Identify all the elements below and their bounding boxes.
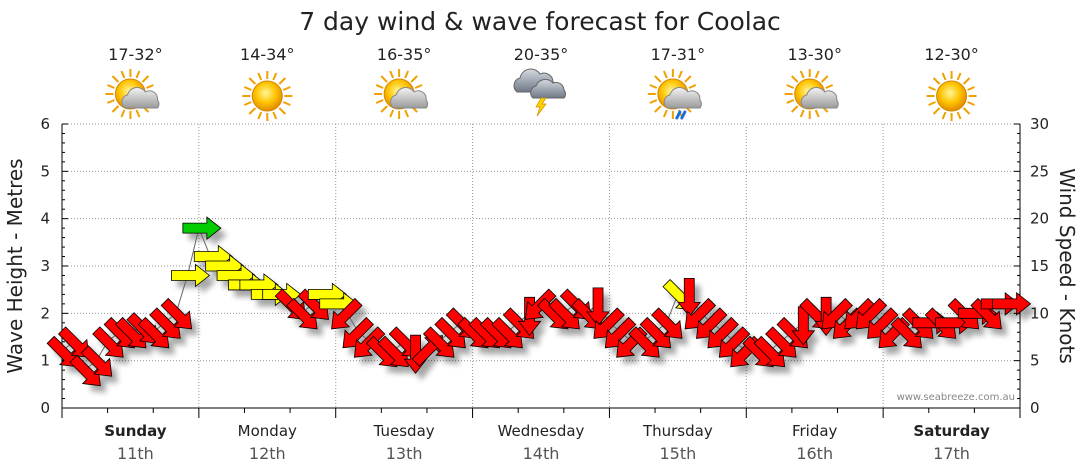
sun-cloud-icon: [104, 68, 160, 120]
sun-cloud-icon: [373, 68, 429, 120]
left-axis: 0 1 2 3 4 5 6: [40, 115, 68, 417]
x-axis: Sunday 11th Monday 12th Tuesday 13th Wednesday…: [61, 407, 1021, 463]
wind-arrows: [46, 216, 1032, 387]
wind-arrow: [677, 277, 702, 318]
left-tick-label: 1: [40, 352, 50, 370]
day-header: 17-32° 14-34° 16-35° 20-35° 17-31° 13-30° 12-3…: [104, 45, 979, 122]
watermark: www.seabreeze.com.au: [897, 392, 1015, 403]
wind-arrow: [57, 326, 90, 358]
day-label: Sunday: [104, 422, 167, 440]
day-label: Thursday: [642, 422, 713, 440]
wind-arrow: [992, 292, 1032, 316]
arrow-shadow: [337, 305, 368, 336]
wind-arrow: [182, 216, 222, 240]
left-tick-label: 6: [40, 115, 50, 133]
day-temperature: 17-32°: [108, 45, 163, 64]
day-label: Tuesday: [373, 422, 435, 440]
wind-arrow: [970, 297, 1002, 330]
wind-arrow: [586, 287, 610, 327]
y-axis-label-right: Wind Speed - Knots: [1055, 168, 1079, 364]
left-tick-label: 2: [40, 304, 50, 322]
day-temperature: 12-30°: [924, 45, 979, 64]
right-axis: 0 5 10 15 20 25 30: [1014, 115, 1049, 417]
date-label: 15th: [659, 444, 696, 463]
right-tick-label: 10: [1030, 304, 1049, 322]
day-label: Wednesday: [498, 422, 585, 440]
day-label: Friday: [792, 422, 838, 440]
date-label: 11th: [117, 444, 154, 463]
wind-arrow: [171, 263, 211, 288]
wind-arrow: [80, 345, 113, 377]
day-label: Saturday: [913, 422, 990, 440]
right-tick-label: 30: [1030, 115, 1049, 133]
date-label: 14th: [523, 444, 560, 463]
right-tick-label: 0: [1030, 399, 1040, 417]
sun-cloud-icon: [783, 68, 839, 120]
date-label: 16th: [796, 444, 833, 463]
wind-arrow: [651, 307, 683, 339]
storm-icon: [513, 68, 566, 117]
day-temperature: 17-31°: [651, 45, 706, 64]
sun-rain-icon: [646, 68, 702, 120]
y-axis-label-left: Wave Height - Metres: [3, 158, 27, 373]
day-temperature: 14-34°: [240, 45, 295, 64]
left-tick-label: 3: [40, 257, 50, 275]
day-temperature: 16-35°: [377, 45, 432, 64]
date-label: 17th: [933, 444, 970, 463]
day-temperature: 13-30°: [787, 45, 842, 64]
left-tick-label: 5: [40, 162, 50, 180]
right-tick-label: 5: [1030, 352, 1040, 370]
left-tick-label: 4: [40, 210, 50, 228]
sun-icon: [925, 70, 978, 122]
date-label: 13th: [386, 444, 423, 463]
chart-title: 7 day wind & wave forecast for Coolac: [299, 7, 781, 36]
day-label: Monday: [238, 422, 297, 440]
sun-icon: [241, 70, 294, 122]
wind-arrow: [331, 297, 363, 330]
right-tick-label: 15: [1030, 257, 1049, 275]
left-tick-label: 0: [40, 399, 50, 417]
right-tick-label: 20: [1030, 210, 1049, 228]
wind-arrow: [160, 297, 193, 330]
date-label: 12th: [249, 444, 286, 463]
day-temperature: 20-35°: [514, 45, 569, 64]
right-tick-label: 25: [1030, 162, 1049, 180]
